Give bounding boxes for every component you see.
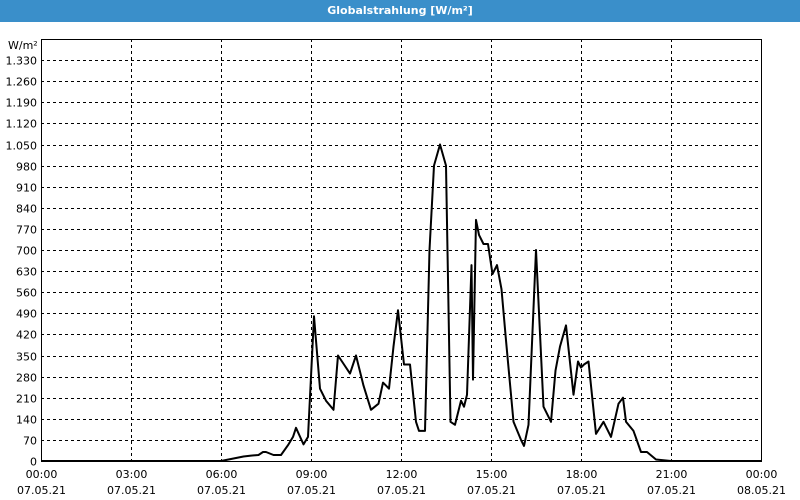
y-tick-label: 1.260 xyxy=(6,76,38,89)
y-tick-label: 140 xyxy=(16,414,37,427)
x-tick-time-label: 21:00 xyxy=(656,468,688,481)
y-tick-label: 630 xyxy=(16,266,37,279)
x-tick-time-label: 12:00 xyxy=(386,468,418,481)
axes xyxy=(41,39,762,462)
x-tick-date-label: 07.05.21 xyxy=(647,484,696,497)
y-tick-label: 1.330 xyxy=(6,55,38,68)
y-tick-label: 0 xyxy=(30,456,37,469)
x-tick-date-label: 07.05.21 xyxy=(377,484,426,497)
y-tick-label: 560 xyxy=(16,287,37,300)
window-title: Globalstrahlung [W/m²] xyxy=(0,0,800,22)
y-tick-label: 350 xyxy=(16,351,37,364)
y-tick-label: 210 xyxy=(16,393,37,406)
x-tick-labels: 00:00 07.05.21 03:00 07.05.21 06:00 07.05.21 0… xyxy=(17,468,786,497)
x-tick-date-label: 08.05.21 xyxy=(737,484,786,497)
y-tick-label: 490 xyxy=(16,308,37,321)
x-tick-time-label: 03:00 xyxy=(116,468,148,481)
y-axis-unit-label: W/m² xyxy=(8,39,38,52)
y-tick-label: 980 xyxy=(16,161,37,174)
x-tick-time-label: 00:00 xyxy=(746,468,778,481)
y-tick-label: 420 xyxy=(16,329,37,342)
y-tick-label: 1.050 xyxy=(6,140,38,153)
grid-lines xyxy=(41,39,761,461)
x-tick-time-label: 09:00 xyxy=(296,468,328,481)
x-tick-time-label: 15:00 xyxy=(476,468,508,481)
y-tick-label: 700 xyxy=(16,245,37,258)
x-tick-date-label: 07.05.21 xyxy=(107,484,156,497)
x-tick-time-label: 00:00 xyxy=(26,468,58,481)
x-tick-date-label: 07.05.21 xyxy=(17,484,66,497)
y-tick-label: 1.120 xyxy=(6,118,38,131)
x-tick-date-label: 07.05.21 xyxy=(197,484,246,497)
series-line xyxy=(41,143,761,462)
chart-area: W/m² 0 70 140 210 280 350 420 490 560 630 700 770 84… xyxy=(6,39,786,497)
y-tick-labels: 0 70 140 210 280 350 420 490 560 630 700 770 840 910 9… xyxy=(6,55,38,469)
x-tick-date-label: 07.05.21 xyxy=(287,484,336,497)
x-tick-time-label: 18:00 xyxy=(566,468,598,481)
y-tick-label: 70 xyxy=(23,435,37,448)
plot-frame xyxy=(41,39,762,462)
x-tick-date-label: 07.05.21 xyxy=(467,484,516,497)
x-tick-date-label: 07.05.21 xyxy=(557,484,606,497)
y-tick-label: 840 xyxy=(16,203,37,216)
y-tick-label: 910 xyxy=(16,182,37,195)
y-tick-label: 1.190 xyxy=(6,97,38,110)
y-tick-label: 770 xyxy=(16,224,37,237)
series-layer xyxy=(41,143,761,462)
x-tick-time-label: 06:00 xyxy=(206,468,238,481)
y-tick-label: 280 xyxy=(16,372,37,385)
